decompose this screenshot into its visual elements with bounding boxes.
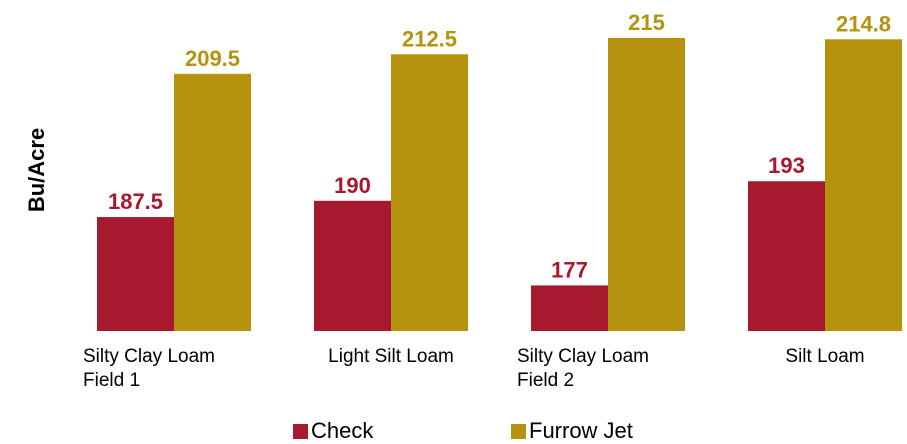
data-label-check-3: 193 bbox=[768, 153, 805, 178]
data-label-check-0: 187.5 bbox=[108, 189, 163, 214]
bar-furrow-jet-1 bbox=[391, 54, 468, 332]
data-label-check-1: 190 bbox=[334, 173, 371, 198]
legend-label-furrow-jet: Furrow Jet bbox=[529, 418, 633, 443]
bar-check-0 bbox=[97, 217, 174, 331]
legend-label-check: Check bbox=[311, 418, 374, 443]
data-label-furrow-jet-1: 212.5 bbox=[402, 26, 457, 51]
bars-group bbox=[97, 38, 902, 332]
data-label-check-2: 177 bbox=[551, 257, 588, 282]
category-label-2: Silty Clay Loam Field 2 bbox=[517, 346, 649, 391]
value-labels-group: 187.5 209.5 190 212.5 177 215 193 214.8 bbox=[108, 10, 891, 282]
bar-check-2 bbox=[531, 285, 608, 331]
y-axis-label: Bu/Acre bbox=[24, 128, 49, 212]
data-label-furrow-jet-2: 215 bbox=[628, 10, 665, 35]
data-label-furrow-jet-3: 214.8 bbox=[836, 11, 891, 36]
legend-swatch-check bbox=[293, 423, 308, 439]
bar-furrow-jet-3 bbox=[825, 39, 902, 332]
bar-furrow-jet-2 bbox=[608, 38, 685, 331]
legend-item-check: Check bbox=[293, 418, 373, 444]
category-label-1: Light Silt Loam bbox=[328, 346, 454, 367]
bar-check-3 bbox=[748, 181, 825, 331]
data-label-furrow-jet-0: 209.5 bbox=[185, 46, 240, 71]
category-label-0: Silty Clay Loam Field 1 bbox=[83, 346, 215, 391]
bar-furrow-jet-0 bbox=[174, 73, 251, 332]
legend-swatch-furrow-jet bbox=[511, 423, 526, 439]
bar-check-1 bbox=[314, 200, 391, 331]
category-label-3: Silt Loam bbox=[785, 346, 865, 367]
legend-item-furrow-jet: Furrow Jet bbox=[511, 418, 633, 444]
